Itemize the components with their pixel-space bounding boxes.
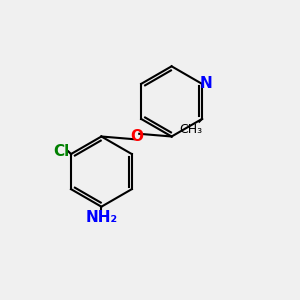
Text: NH₂: NH₂ xyxy=(85,210,118,225)
Text: N: N xyxy=(200,76,212,91)
Text: Cl: Cl xyxy=(53,144,70,159)
Text: O: O xyxy=(130,129,143,144)
Text: CH₃: CH₃ xyxy=(180,123,203,136)
